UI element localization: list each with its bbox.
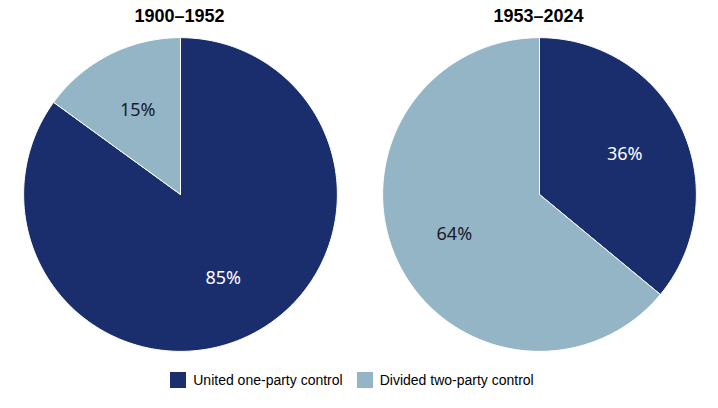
svg-text:85%: 85%	[205, 265, 241, 289]
svg-text:64%: 64%	[436, 221, 472, 245]
html-text:1953–2024: 1953–2024	[493, 6, 584, 26]
html-text:Divided two-party control: Divided two-party control	[379, 371, 534, 388]
html-text:1900–1952: 1900–1952	[134, 6, 225, 26]
svg-text:15%: 15%	[119, 97, 155, 121]
html-text:United one-party control: United one-party control	[193, 371, 343, 388]
svg-text:36%: 36%	[606, 141, 642, 165]
